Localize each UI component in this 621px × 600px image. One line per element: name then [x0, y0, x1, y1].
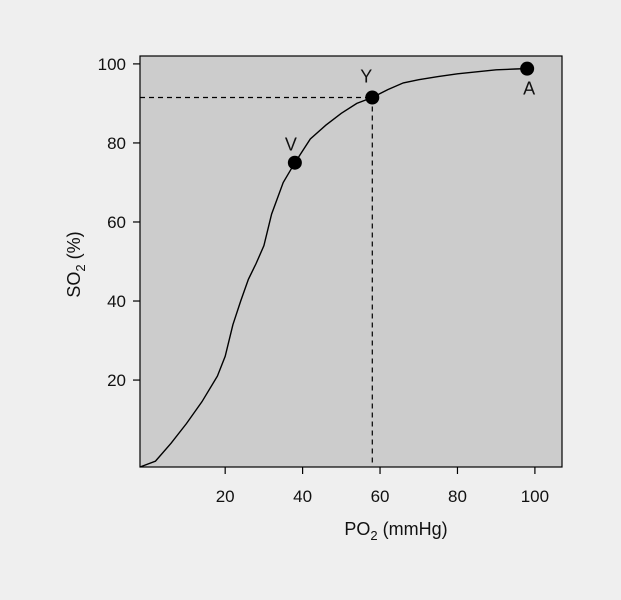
data-points: V Y A	[285, 61, 535, 170]
y-axis-ticks: 20 40 60 80 100	[98, 55, 140, 390]
y-tick-label: 60	[107, 213, 126, 232]
x-axis-title-rest: (mmHg)	[378, 519, 448, 539]
y-axis-title-rest: (%)	[64, 231, 84, 264]
x-tick-label: 80	[448, 487, 467, 506]
y-tick-label: 20	[107, 371, 126, 390]
y-axis-title: SO2 (%)	[64, 231, 88, 297]
y-tick-label: 80	[107, 134, 126, 153]
y-tick-label: 40	[107, 292, 126, 311]
x-tick-label: 60	[371, 487, 390, 506]
point-label-y: Y	[360, 66, 372, 86]
plot-area	[139, 55, 563, 468]
data-point-y	[365, 90, 380, 105]
data-point-a	[520, 61, 535, 76]
x-axis-title: PO2 (mmHg)	[344, 519, 447, 543]
x-tick-label: 100	[521, 487, 549, 506]
point-label-v: V	[285, 135, 297, 155]
x-axis-ticks: 20 40 60 80 100	[216, 467, 549, 506]
y-axis-title-sub: 2	[73, 264, 88, 271]
x-axis-title-main: PO	[344, 519, 370, 539]
y-tick-label: 100	[98, 55, 126, 74]
reference-lines	[140, 96, 373, 467]
point-label-a: A	[523, 79, 535, 99]
x-tick-label: 20	[216, 487, 235, 506]
data-point-v	[287, 155, 302, 170]
x-tick-label: 40	[293, 487, 312, 506]
y-axis-title-main: SO	[64, 272, 84, 298]
x-axis-title-sub: 2	[370, 528, 377, 543]
